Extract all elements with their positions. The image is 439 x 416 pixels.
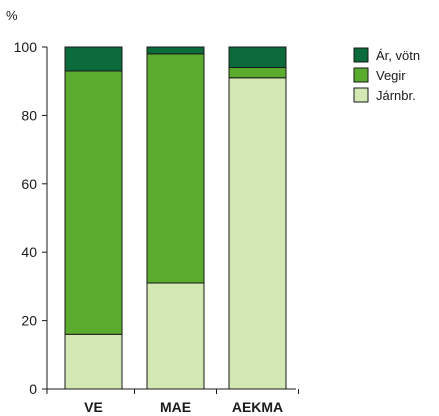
legend-swatch	[353, 47, 369, 63]
legend: Ár, vötn Vegir Járnbr.	[353, 47, 420, 103]
x-category-label: MAE	[160, 399, 191, 415]
y-tick-label: 80	[21, 107, 37, 123]
y-tick-label: 60	[21, 176, 37, 192]
y-tick-label: 20	[21, 313, 37, 329]
bar-segment	[146, 282, 205, 390]
bar-stacks	[64, 46, 287, 390]
legend-label: Ár, vötn	[376, 48, 420, 63]
y-axis: 0 20 40 60 80 100	[14, 39, 48, 397]
legend-label: Vegir	[376, 68, 406, 83]
y-tick-label: 100	[14, 39, 38, 55]
y-tick-label: 0	[29, 381, 37, 397]
legend-swatch	[353, 87, 369, 103]
bar-segment	[146, 46, 205, 55]
x-category-label: VE	[84, 399, 103, 415]
bar-segment	[64, 70, 123, 335]
bar-segment	[228, 46, 287, 69]
bar-segment	[228, 77, 287, 390]
x-axis: VE MAE AEKMA	[46, 388, 299, 415]
legend-swatch	[353, 67, 369, 83]
bar-segment	[64, 333, 123, 390]
y-axis-unit-label: %	[6, 8, 18, 23]
bar-segment	[228, 67, 287, 79]
legend-label: Járnbr.	[376, 88, 416, 103]
x-category-label: AEKMA	[232, 399, 283, 415]
y-tick-label: 40	[21, 244, 37, 260]
bar-segment	[146, 53, 205, 284]
bar-segment	[64, 46, 123, 72]
